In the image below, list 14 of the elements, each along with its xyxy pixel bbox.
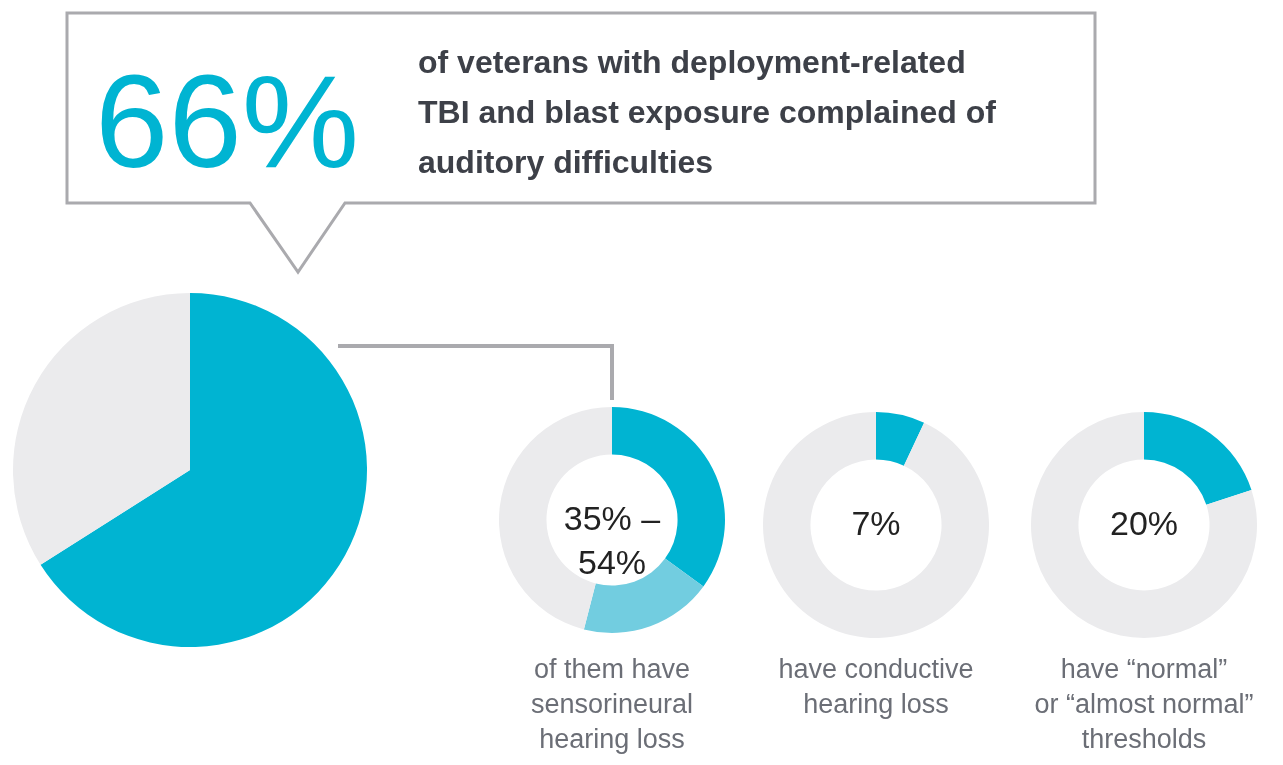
text: 20% xyxy=(1109,504,1179,542)
donut-slice xyxy=(1031,412,1257,638)
donut-slice xyxy=(1144,412,1252,505)
text: have conductive hearing loss xyxy=(778,654,974,719)
donut-slice xyxy=(876,412,925,466)
text: 7% xyxy=(851,504,901,542)
text: 35% – 54% xyxy=(563,499,661,581)
text: of veterans with deployment-related TBI and blast exposure complained of auditory difficulties xyxy=(418,44,997,180)
donut-slice xyxy=(763,412,989,638)
pie-slice xyxy=(40,293,367,647)
pie-slice xyxy=(13,293,190,565)
text: of them have sensorineural hearing loss xyxy=(530,654,694,754)
text: 66% xyxy=(95,48,360,195)
text: have “normal” or “almost normal” thresholds xyxy=(1034,654,1254,754)
